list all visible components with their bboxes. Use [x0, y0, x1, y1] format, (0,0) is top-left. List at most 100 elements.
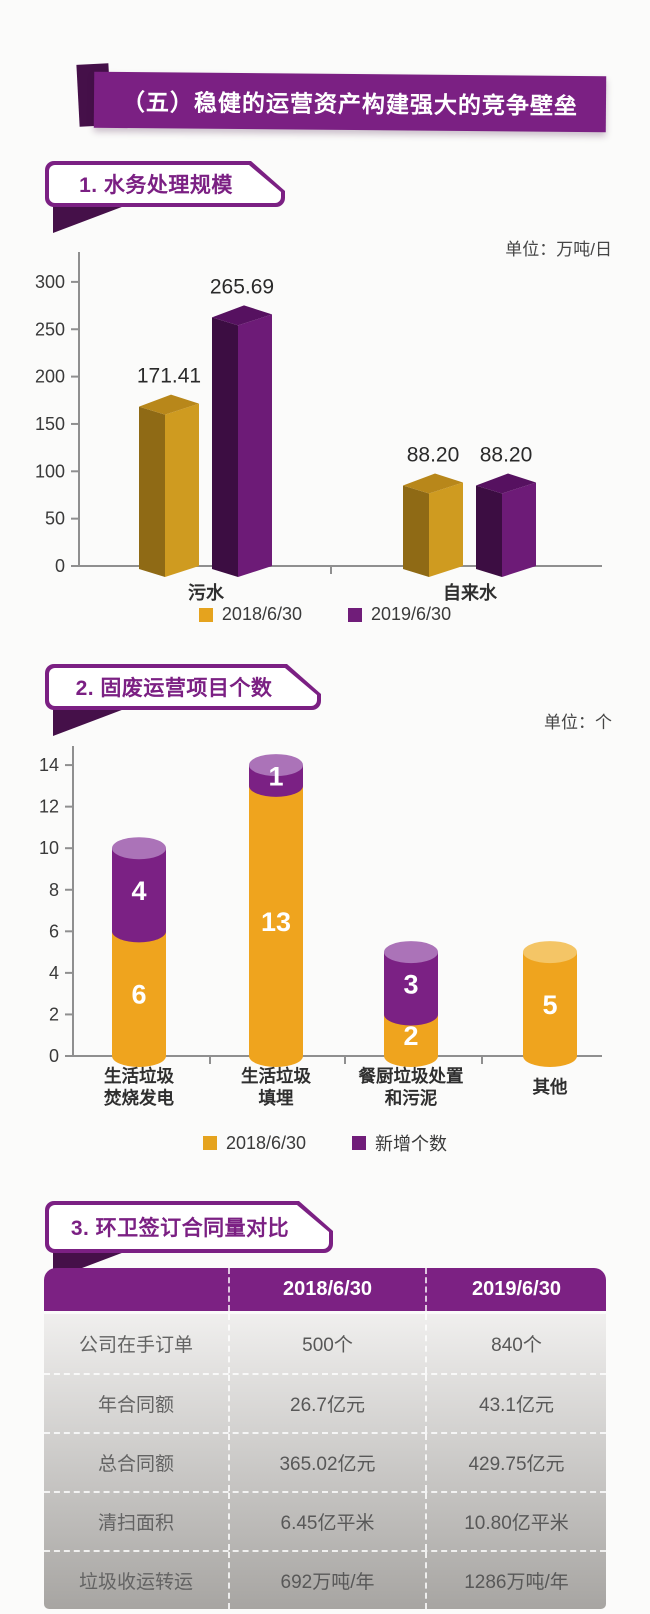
table-header-row: 2018/6/30 2019/6/30 [44, 1268, 606, 1311]
table-cell: 6.45亿平米 [230, 1493, 427, 1550]
cylinder-cap [523, 941, 577, 964]
ribbon-fold-icon [53, 205, 127, 233]
table-cell: 26.7亿元 [230, 1375, 427, 1432]
table-cell: 365.02亿元 [230, 1434, 427, 1491]
table-cell: 1286万吨/年 [464, 1572, 569, 1593]
table-cell: 840个 [491, 1335, 542, 1356]
purple-swatch-icon [348, 607, 362, 622]
table-cell: 500个 [230, 1314, 427, 1373]
data-label: 88.20 [407, 443, 460, 466]
cylinder-cap [384, 941, 438, 964]
category-label: 餐厨垃圾处置 [359, 1066, 464, 1086]
legend-label: 2018/6/30 [225, 1132, 307, 1153]
row-label: 总合同额 [44, 1434, 230, 1491]
cylinder-bar-其他 [523, 941, 577, 1067]
table-row: 清扫面积 6.45亿平米 10.80亿平米 [44, 1491, 606, 1550]
segment-label: 13 [261, 907, 291, 937]
svg-text:200: 200 [35, 367, 65, 387]
svg-text:0: 0 [55, 556, 65, 576]
gold-swatch-icon [202, 1136, 217, 1150]
bar-3d-2018/6/30-污水 [139, 394, 199, 577]
gold-swatch-icon [198, 607, 213, 622]
svg-text:6: 6 [49, 921, 59, 941]
cylinder-bar-餐厨垃圾处置和污泥 [384, 941, 438, 1067]
bar-3d-2019/6/30-污水 [212, 305, 272, 577]
table-cell: 692万吨/年 [230, 1552, 427, 1609]
ribbon-fold-icon [53, 708, 127, 736]
legend-label: 2018/6/30 [221, 604, 302, 624]
category-label: 其他 [533, 1077, 568, 1097]
section-1-tab: 1. 水务处理规模 [45, 161, 285, 207]
svg-text:250: 250 [35, 319, 65, 339]
legend-item: 新增个数 [352, 1130, 447, 1156]
section-3-heading: 3. 环卫签订合同量对比 [70, 1217, 290, 1240]
bar-3d-2018/6/30-自来水 [403, 473, 463, 577]
svg-text:300: 300 [35, 272, 65, 292]
category-label: 污水 [188, 582, 225, 603]
purple-swatch-icon [352, 1136, 367, 1150]
table-cell: 429.75亿元 [468, 1454, 565, 1475]
section-2-header: 2. 固废运营项目个数 [45, 664, 321, 736]
row-label: 年合同额 [44, 1375, 230, 1432]
svg-text:12: 12 [39, 797, 59, 817]
svg-text:2: 2 [49, 1004, 59, 1024]
table-row: 年合同额 26.7亿元 43.1亿元 [44, 1373, 606, 1432]
cylinder-cap [249, 754, 303, 777]
section-2-heading: 2. 固废运营项目个数 [75, 677, 273, 700]
category-label: 生活垃圾 [104, 1066, 174, 1086]
category-label: 填埋 [259, 1088, 294, 1108]
table-cell: 43.1亿元 [479, 1395, 554, 1416]
banner: （五）稳健的运营资产构建强大的竞争壁垒 [93, 71, 607, 133]
legend-label: 新增个数 [375, 1134, 448, 1154]
svg-text:50: 50 [45, 509, 65, 529]
cylinder-cap [112, 837, 166, 860]
segment-label: 1 [268, 761, 283, 791]
data-label: 171.41 [137, 365, 201, 388]
table-body: 公司在手订单 500个 840个 年合同额 26.7亿元 43.1亿元 总合同额… [44, 1314, 606, 1609]
table-row: 总合同额 365.02亿元 429.75亿元 [44, 1432, 606, 1491]
legend-item: 2018/6/30 [198, 604, 302, 625]
svg-text:4: 4 [49, 963, 59, 983]
svg-text:100: 100 [35, 461, 65, 481]
table-row: 公司在手订单 500个 840个 [44, 1314, 606, 1373]
table-cell: 10.80亿平米 [464, 1513, 569, 1534]
contracts-comparison-table: 2018/6/30 2019/6/30 公司在手订单 500个 840个 年合同… [44, 1268, 606, 1609]
cylinder-bar-生活垃圾填埋 [249, 754, 303, 1067]
segment-label: 6 [131, 980, 146, 1010]
table-header-cell [44, 1268, 230, 1311]
category-label: 自来水 [443, 582, 498, 603]
table-header-cell: 2019/6/30 [472, 1278, 561, 1300]
row-label: 垃圾收运转运 [44, 1552, 230, 1609]
segment-label: 4 [131, 876, 146, 906]
segment-label: 3 [403, 969, 418, 999]
legend-item: 2019/6/30 [348, 604, 451, 625]
segment-label: 2 [403, 1021, 418, 1051]
svg-text:150: 150 [35, 414, 65, 434]
category-label: 生活垃圾 [241, 1066, 311, 1086]
data-label: 88.20 [480, 443, 533, 466]
table-header-cell: 2018/6/30 [230, 1268, 427, 1311]
section-1-header: 1. 水务处理规模 [45, 161, 285, 233]
cylinder-bar-生活垃圾焚烧发电 [112, 837, 166, 1067]
section-2-tab: 2. 固废运营项目个数 [45, 664, 321, 710]
svg-text:10: 10 [39, 838, 59, 858]
svg-text:8: 8 [49, 880, 59, 900]
chart-2-unit-label: 单位：个 [544, 713, 612, 732]
section-3-tab: 3. 环卫签订合同量对比 [45, 1201, 333, 1253]
data-label: 265.69 [210, 275, 274, 298]
svg-text:14: 14 [39, 755, 59, 775]
bar-3d-2019/6/30-自来水 [476, 473, 536, 577]
segment-label: 5 [542, 990, 557, 1020]
chart-2-legend: 2018/6/30 新增个数 [0, 1130, 650, 1156]
banner-title: （五）稳健的运营资产构建强大的竞争壁垒 [121, 89, 579, 119]
row-label: 清扫面积 [44, 1493, 230, 1550]
row-label: 公司在手订单 [44, 1314, 230, 1373]
water-volume-chart: 0 50 100 150 200 250 300 171.41 88.20 265.69 88.20… [35, 252, 602, 603]
chart-1-unit-label: 单位：万吨/日 [505, 240, 612, 259]
category-label: 焚烧发电 [103, 1088, 174, 1108]
chart-1-legend: 2018/6/30 2019/6/30 [0, 604, 650, 625]
table-row: 垃圾收运转运 692万吨/年 1286万吨/年 [44, 1550, 606, 1609]
legend-item: 2018/6/30 [202, 1132, 307, 1154]
